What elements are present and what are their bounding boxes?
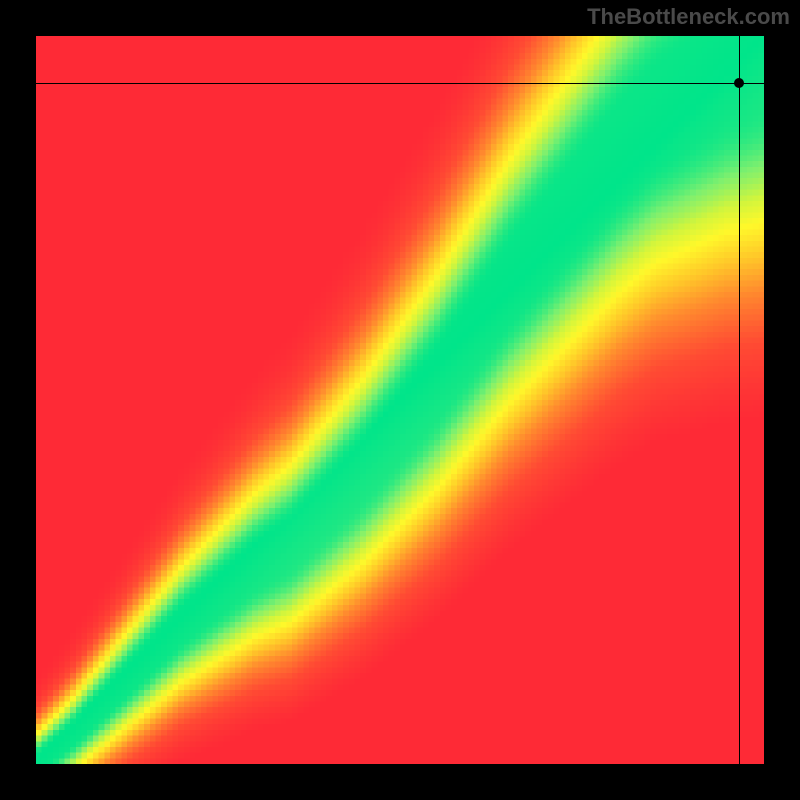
- watermark-text: TheBottleneck.com: [587, 4, 790, 30]
- crosshair-horizontal: [36, 83, 764, 84]
- crosshair-marker: [734, 78, 744, 88]
- crosshair-vertical: [739, 36, 740, 764]
- heatmap-canvas: [36, 36, 764, 764]
- heatmap-plot: [36, 36, 764, 764]
